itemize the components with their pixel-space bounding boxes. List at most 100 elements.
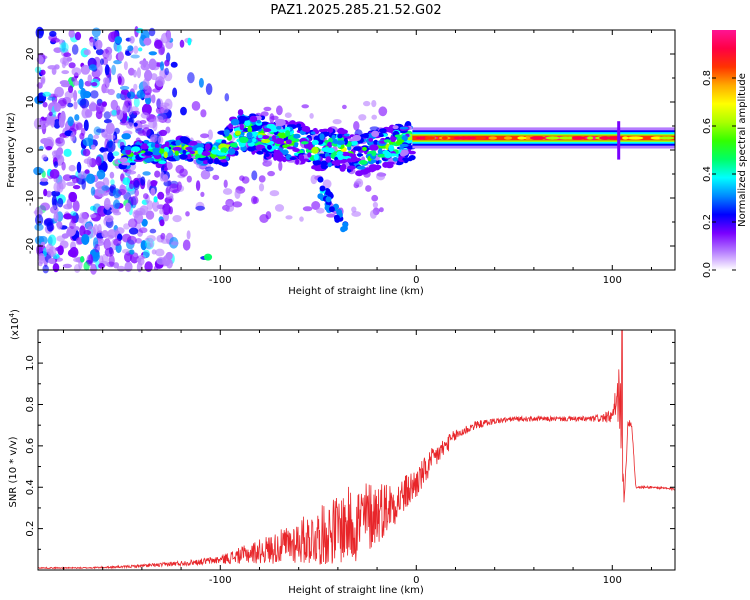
spectrogram-cell	[103, 119, 112, 124]
spectrogram-cell	[419, 136, 426, 140]
spectrogram-cell	[61, 161, 66, 171]
spectrogram-cell	[119, 85, 130, 91]
spectrogram-cell	[156, 257, 166, 265]
spectrogram-cell	[95, 48, 104, 56]
spectrogram-cell	[342, 104, 347, 110]
spectrogram-cell	[232, 201, 243, 208]
spectrogram-cell	[96, 169, 106, 180]
spectrogram-cell	[170, 61, 178, 68]
spectrogram-cell	[149, 241, 154, 248]
spectrogram-cell	[50, 115, 55, 128]
snr-ytick-label: 1.0	[25, 355, 36, 371]
spectrogram-cell	[275, 149, 281, 155]
spectrogram-ytick-label: -20	[25, 238, 36, 254]
spectrogram-cell	[274, 204, 285, 212]
spectrogram-cell	[186, 230, 191, 240]
spectrogram-cell	[116, 93, 121, 99]
spectrogram-cell	[200, 109, 207, 118]
spectrogram-cell	[207, 129, 213, 140]
spectrogram-cell	[372, 201, 378, 209]
spectrogram-cell	[133, 97, 140, 108]
spectrogram-cell	[81, 107, 90, 119]
spectrogram-cell	[353, 180, 362, 185]
spectrogram-cell	[66, 57, 73, 62]
snr-exponent-power: 4	[8, 312, 16, 317]
spectrogram-cell	[150, 180, 158, 185]
spectrogram-xtick-label: 100	[603, 275, 622, 286]
spectrogram-cell	[408, 150, 416, 155]
spectrogram-cell	[38, 28, 44, 36]
spectrogram-cell	[325, 131, 330, 136]
spectrogram-cell	[453, 136, 469, 140]
spectrogram-cell	[54, 102, 61, 113]
spectrogram-cell	[151, 249, 157, 255]
spectrogram-cell	[101, 185, 110, 191]
spectrogram-cell	[116, 43, 122, 54]
spectrogram-cell	[261, 139, 271, 144]
spectrogram-cell	[587, 136, 594, 140]
spectrogram-cell	[545, 136, 560, 140]
spectrogram-cell	[113, 60, 122, 65]
spectrogram-cell	[153, 196, 158, 203]
spectrogram-cell	[54, 86, 64, 98]
spectrogram-cell	[68, 62, 76, 69]
spectrogram-cell	[162, 203, 171, 216]
spectrogram-cell	[77, 217, 85, 224]
spectrogram-cell	[143, 193, 149, 200]
spectrogram-cell	[152, 119, 158, 132]
spectrogram-cell	[336, 151, 344, 156]
spectrogram-cell	[157, 191, 165, 200]
spectrogram-cell	[375, 164, 381, 170]
spectrogram-cell	[140, 144, 149, 150]
spectrogram-cell	[599, 136, 611, 140]
spectrogram-cell	[370, 159, 377, 164]
spectrogram-cell	[80, 255, 85, 263]
spectrogram-cell	[95, 39, 103, 50]
spectrogram-cell	[96, 237, 104, 244]
spectrogram-cell	[261, 135, 270, 140]
spectrogram-cell	[326, 213, 336, 218]
spectrogram-cell	[369, 126, 380, 131]
spectrogram-cell	[33, 117, 44, 130]
spectrogram-cell	[251, 170, 258, 181]
spectrogram-cell	[68, 85, 74, 93]
spectrogram-cell	[319, 133, 325, 141]
spectrogram-cell	[48, 246, 57, 257]
snr-ytick-label: 0.8	[25, 397, 36, 413]
spectrogram-cell	[353, 157, 362, 162]
spectrogram-cell	[310, 174, 318, 185]
spectrogram-cell	[67, 116, 74, 127]
spectrogram-cell	[180, 106, 187, 116]
spectrogram-cell	[234, 189, 241, 199]
spectrogram-cell	[221, 139, 227, 145]
spectrogram-cell	[40, 69, 46, 76]
spectrogram-cell	[316, 207, 325, 214]
spectrogram-cell	[316, 165, 322, 172]
spectrogram-cell	[71, 176, 79, 184]
spectrogram-cell	[97, 63, 103, 76]
spectrogram-cell	[89, 214, 97, 218]
spectrogram-cell	[224, 93, 230, 102]
spectrogram-cell	[441, 136, 448, 140]
colorbar-scale	[712, 30, 736, 270]
spectrogram-cell	[82, 148, 91, 157]
spectrogram-cell	[276, 126, 282, 130]
spectrogram-cell	[57, 197, 64, 208]
spectrogram-cell	[62, 174, 72, 182]
spectrogram-cell	[318, 129, 325, 133]
spectrogram-cell	[187, 37, 192, 46]
spectrogram-cell	[402, 157, 412, 162]
spectrogram-cell	[488, 136, 498, 140]
spectrogram-cell	[81, 234, 90, 245]
spectrogram-cell	[315, 129, 320, 135]
spectrogram-cell	[47, 96, 56, 101]
spectrogram-cell	[371, 150, 377, 157]
spectrogram-cell	[517, 136, 526, 140]
spectrogram-cell	[212, 174, 220, 181]
spectrogram-cell	[91, 27, 101, 38]
snr-exponent-base: (x10	[10, 317, 21, 340]
spectrogram-cell	[93, 126, 102, 136]
spectrogram-cell	[114, 127, 120, 135]
spectrogram-cell	[301, 104, 310, 109]
